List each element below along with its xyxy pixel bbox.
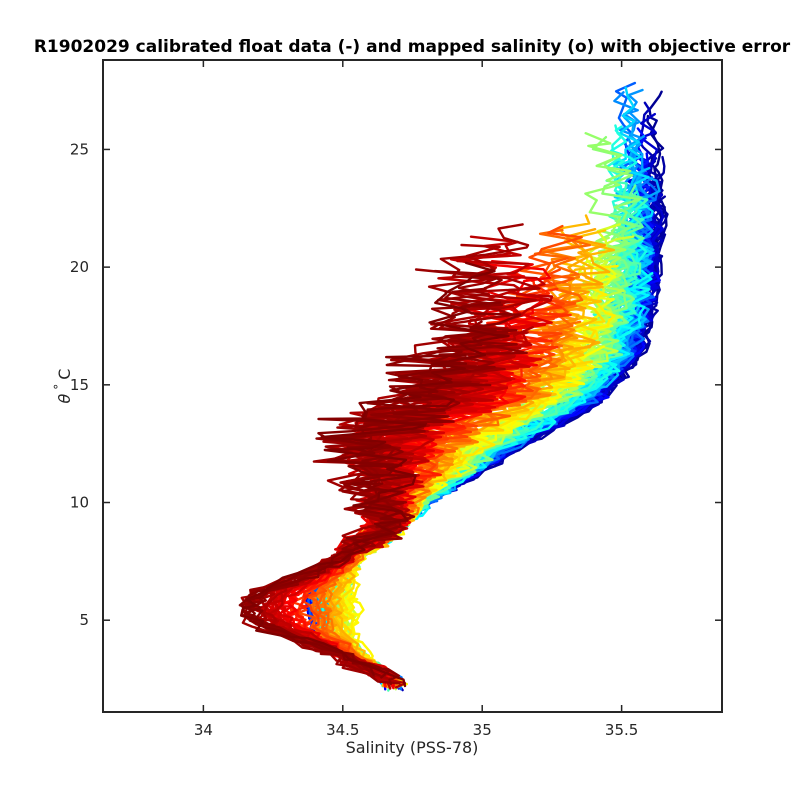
profile-line-85 [345, 335, 594, 688]
profile-line-116 [276, 343, 537, 669]
axes-frame [102, 59, 723, 713]
profile-lines [238, 81, 669, 692]
x-tick-label: 35.5 [605, 721, 638, 739]
y-tick-label: 25 [70, 140, 89, 158]
profile-line-139 [238, 354, 468, 677]
y-axis-degree: ° [52, 384, 66, 390]
y-tick-label: 5 [79, 611, 89, 629]
profile-line-101 [311, 228, 592, 688]
x-axis-ticks: 34 34.5 35 35.5 [194, 60, 638, 739]
x-tick-label: 35 [473, 721, 492, 739]
y-tick-label: 15 [70, 376, 89, 394]
x-axis-label: Salinity (PSS-78) [346, 738, 479, 757]
y-axis-label: θ ° C [52, 369, 74, 404]
x-tick-label: 34 [194, 721, 213, 739]
y-axis-unit: C [55, 369, 74, 380]
chart-title: R1902029 calibrated float data (-) and m… [34, 37, 791, 57]
profile-line-86 [347, 264, 619, 674]
y-axis-ticks: 5 10 15 20 25 [70, 140, 722, 629]
profile-line-87 [335, 329, 599, 678]
x-tick-label: 34.5 [326, 721, 359, 739]
y-tick-label: 20 [70, 258, 89, 276]
y-axis-symbol: θ [55, 393, 74, 403]
y-tick-label: 10 [70, 494, 89, 512]
profile-line-140 [240, 261, 510, 688]
